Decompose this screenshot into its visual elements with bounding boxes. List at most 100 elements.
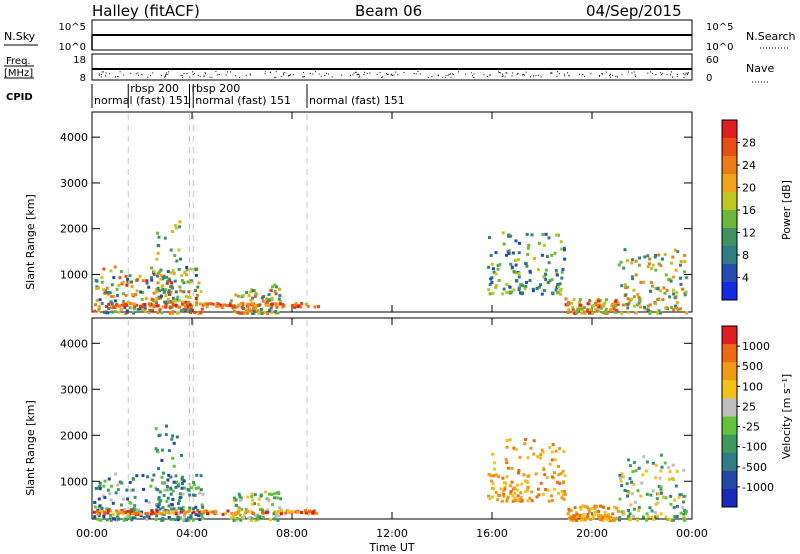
range-cell: [589, 308, 593, 312]
range-cell: [100, 506, 104, 510]
range-cell: [540, 448, 544, 452]
colorbar-segment: [722, 416, 737, 436]
range-cell: [183, 486, 187, 490]
range-cell: [664, 306, 668, 310]
range-cell: [571, 307, 575, 311]
range-cell: [616, 300, 620, 304]
range-cell: [171, 301, 175, 305]
nave-dot: [457, 71, 459, 73]
range-cell: [107, 477, 111, 481]
range-cell: [502, 287, 506, 291]
range-cell: [228, 302, 232, 306]
range-cell: [305, 511, 308, 515]
range-cell: [110, 283, 114, 287]
nave-dot: [141, 74, 143, 75]
range-cell: [102, 515, 106, 518]
range-cell: [257, 497, 261, 501]
nave-dot: [472, 75, 474, 77]
range-cell: [595, 510, 599, 514]
nave-dot: [366, 73, 368, 75]
range-cell: [116, 488, 120, 492]
range-cell: [684, 276, 688, 280]
range-cell: [521, 291, 525, 295]
range-cell: [682, 512, 686, 516]
nave-dot: [100, 76, 102, 78]
range-cell: [517, 275, 521, 279]
range-cell: [254, 519, 258, 522]
range-cell: [199, 488, 203, 492]
nave-dot: [448, 73, 450, 75]
range-cell: [611, 518, 615, 522]
range-cell: [211, 302, 215, 306]
range-cell: [587, 510, 591, 514]
range-cell: [517, 469, 521, 472]
range-cell: [493, 467, 497, 471]
range-cell: [274, 292, 278, 296]
range-cell: [141, 279, 145, 283]
range-cell: [626, 306, 630, 310]
nave-dot: [444, 76, 446, 78]
range-cell: [244, 511, 247, 515]
range-cell: [98, 487, 102, 491]
range-cell: [622, 475, 626, 479]
nave-dot: [302, 75, 304, 77]
nave-dot: [203, 75, 205, 77]
range-cell: [185, 519, 189, 522]
nave-tick-bottom: 0: [706, 73, 712, 84]
range-cell: [232, 304, 236, 308]
range-cell: [200, 503, 204, 507]
nave-dot: [116, 76, 118, 77]
range-cell: [659, 469, 663, 473]
range-cell: [269, 288, 273, 292]
range-cell: [654, 515, 658, 519]
range-cell: [168, 311, 172, 315]
range-cell: [176, 515, 180, 519]
nave-dot: [431, 75, 433, 77]
range-cell: [641, 473, 645, 477]
range-cell: [500, 499, 504, 503]
range-cell: [98, 485, 102, 489]
range-cell: [599, 504, 603, 508]
colorbar-frame: [721, 325, 738, 508]
range-cell: [502, 494, 506, 498]
range-cell: [147, 500, 151, 504]
range-cell: [178, 285, 182, 289]
range-cell: [524, 438, 527, 441]
range-cell: [579, 513, 583, 517]
range-cell: [126, 277, 130, 281]
range-cell: [532, 452, 536, 456]
range-cell: [505, 291, 509, 294]
range-cell: [201, 492, 205, 496]
range-cell: [167, 511, 171, 515]
range-cell: [646, 308, 650, 312]
range-cell: [622, 303, 626, 307]
range-cell: [156, 271, 160, 275]
range-cell: [273, 283, 277, 287]
range-cell: [505, 461, 509, 465]
range-cell: [521, 284, 525, 288]
range-cell: [524, 262, 528, 265]
range-cell: [158, 499, 162, 503]
range-cell: [651, 461, 655, 465]
range-cell: [158, 507, 162, 511]
range-cell: [232, 496, 236, 500]
range-cell: [590, 311, 594, 315]
range-cell: [186, 304, 189, 308]
range-cell: [198, 302, 202, 306]
range-cell: [632, 507, 636, 511]
range-cell: [128, 280, 131, 284]
range-cell: [250, 288, 254, 292]
nave-dot: [318, 73, 320, 75]
range-cell: [556, 480, 560, 484]
nave-dot: [326, 72, 328, 74]
range-cell: [616, 509, 620, 513]
nave-dot: [364, 71, 366, 73]
range-cell: [525, 264, 529, 268]
range-cell: [223, 303, 227, 307]
nsky-tick-top: 10^5: [59, 22, 86, 33]
range-cell: [612, 304, 615, 308]
range-cell: [564, 297, 568, 301]
nave-dot: [687, 72, 689, 73]
range-cell: [189, 514, 193, 518]
range-cell: [238, 311, 242, 315]
